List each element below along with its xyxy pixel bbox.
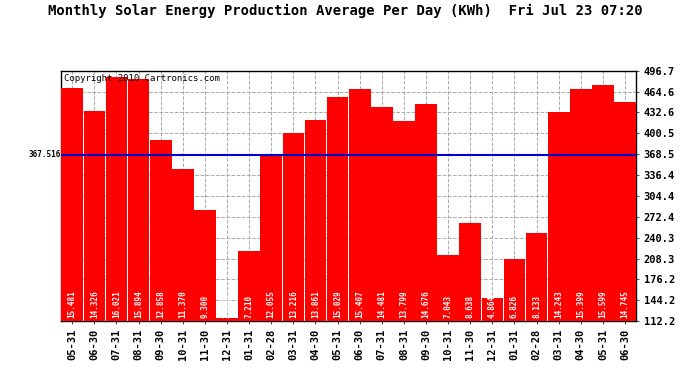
Bar	[305, 120, 326, 375]
Text: 6.826: 6.826	[510, 295, 519, 318]
Text: 8.638: 8.638	[466, 295, 475, 318]
Text: 15.407: 15.407	[355, 290, 364, 318]
Bar	[437, 255, 459, 375]
Text: 15.029: 15.029	[333, 290, 342, 318]
Bar	[349, 89, 371, 375]
Bar	[548, 112, 569, 375]
Bar	[592, 86, 614, 375]
Bar	[172, 169, 194, 375]
Text: Copyright 2010 Cartronics.com: Copyright 2010 Cartronics.com	[64, 74, 220, 83]
Text: 16.021: 16.021	[112, 290, 121, 318]
Text: 7.210: 7.210	[245, 295, 254, 318]
Text: 12.858: 12.858	[156, 290, 165, 318]
Text: 8.133: 8.133	[532, 295, 541, 318]
Bar	[614, 102, 636, 375]
Bar	[371, 108, 393, 375]
Text: 15.481: 15.481	[68, 290, 77, 318]
Text: 12.055: 12.055	[267, 290, 276, 318]
Bar	[194, 210, 216, 375]
Bar	[504, 259, 525, 375]
Text: 14.676: 14.676	[422, 290, 431, 318]
Bar	[327, 97, 348, 375]
Text: 14.481: 14.481	[377, 290, 386, 318]
Text: 7.043: 7.043	[444, 295, 453, 318]
Bar	[106, 77, 127, 375]
Bar	[128, 80, 150, 375]
Bar	[61, 88, 83, 375]
Text: 9.300: 9.300	[200, 295, 209, 318]
Bar	[150, 140, 172, 375]
Text: Monthly Solar Energy Production Average Per Day (KWh)  Fri Jul 23 07:20: Monthly Solar Energy Production Average …	[48, 4, 642, 18]
Text: 4.864: 4.864	[488, 295, 497, 318]
Text: 11.370: 11.370	[178, 290, 187, 318]
Text: 13.861: 13.861	[311, 290, 320, 318]
Bar	[460, 223, 481, 375]
Text: 13.799: 13.799	[400, 290, 408, 318]
Bar	[415, 104, 437, 375]
Bar	[526, 233, 547, 375]
Text: 14.326: 14.326	[90, 290, 99, 318]
Text: 3.861: 3.861	[222, 295, 232, 318]
Bar	[393, 121, 415, 375]
Text: 15.399: 15.399	[576, 290, 585, 318]
Bar	[238, 251, 260, 375]
Bar	[216, 318, 238, 375]
Text: 367.516: 367.516	[29, 150, 61, 159]
Text: 13.216: 13.216	[289, 290, 298, 318]
Bar	[482, 298, 503, 375]
Bar	[260, 156, 282, 375]
Text: 14.243: 14.243	[554, 290, 563, 318]
Text: 14.745: 14.745	[620, 290, 629, 318]
Text: 15.894: 15.894	[134, 290, 143, 318]
Bar	[83, 111, 105, 375]
Bar	[282, 132, 304, 375]
Text: 15.599: 15.599	[598, 290, 607, 318]
Bar	[570, 89, 591, 375]
